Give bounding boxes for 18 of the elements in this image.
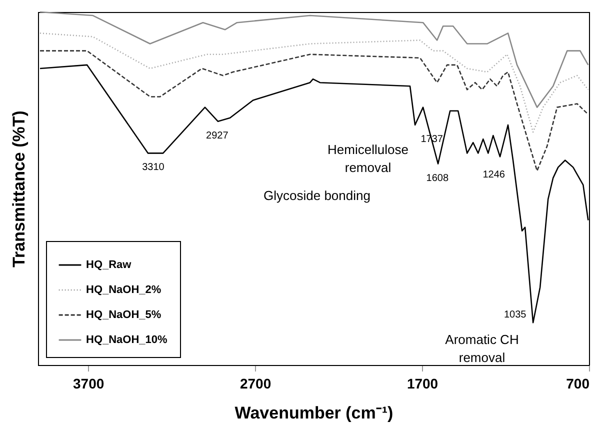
annotation: 2927	[206, 130, 229, 142]
x-axis-title: Wavenumber (cm⁻¹)	[234, 404, 394, 422]
annotation: 1246	[482, 170, 506, 181]
x-tick-label: 2700	[240, 376, 272, 392]
annotation: Glycoside bonding	[264, 188, 370, 203]
annotation: Hemicellulose removal	[328, 142, 408, 175]
x-tick-label: 1700	[406, 376, 438, 392]
legend-label: HQ_NaOH_2%	[86, 284, 162, 296]
x-tick-label: 700	[566, 376, 590, 392]
x-tick-label: 3700	[73, 376, 104, 392]
annotation: 1035	[504, 310, 527, 321]
legend-label: HQ_NaOH_5%	[86, 309, 162, 321]
legend-label: HQ_NaOH_10%	[86, 334, 168, 346]
annotation: 3310	[142, 162, 165, 174]
y-axis-title: Transmittance (%T)	[10, 110, 28, 268]
annotation: 1608	[426, 172, 449, 184]
legend-label: HQ_Raw	[86, 259, 132, 271]
annotation: Aromatic CH removal	[445, 332, 519, 365]
